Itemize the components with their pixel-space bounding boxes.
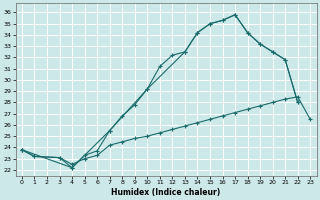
X-axis label: Humidex (Indice chaleur): Humidex (Indice chaleur) (111, 188, 221, 197)
